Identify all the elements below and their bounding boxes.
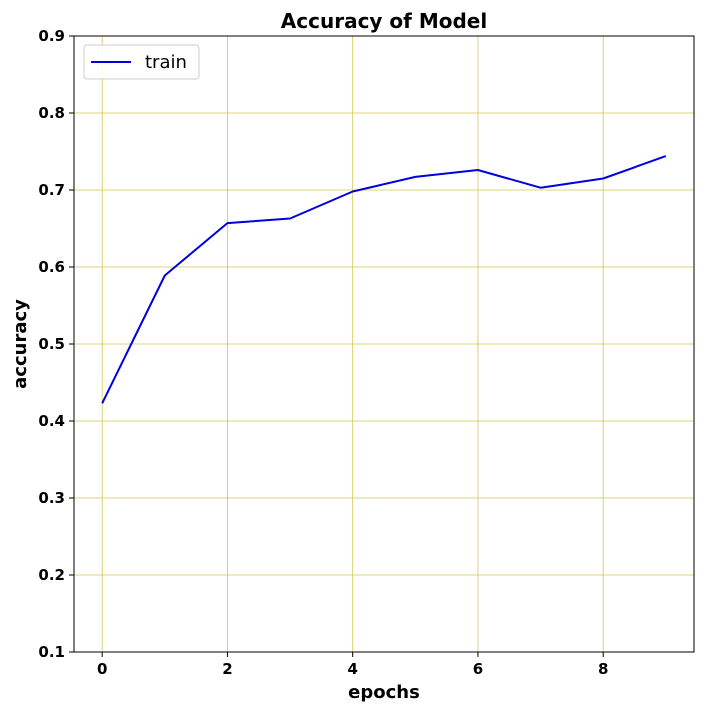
x-tick-label: 6 — [473, 660, 483, 678]
grid-lines — [74, 35, 694, 653]
x-ticks: 0 2 4 6 8 — [97, 652, 608, 678]
y-tick-label: 0.4 — [38, 412, 65, 430]
legend-label-train: train — [145, 52, 187, 73]
y-tick-label: 0.7 — [38, 181, 65, 199]
legend: train — [83, 44, 200, 80]
y-tick-label: 0.3 — [38, 489, 65, 507]
y-tick-label: 0.2 — [38, 566, 65, 584]
y-tick-label: 0.1 — [38, 643, 65, 661]
chart-title: Accuracy of Model — [281, 9, 487, 33]
x-tick-label: 8 — [598, 660, 608, 678]
y-tick-label: 0.6 — [38, 258, 65, 276]
series-line-train — [101, 155, 667, 404]
x-axis-label: epochs — [348, 682, 420, 703]
legend-box — [83, 44, 200, 80]
y-ticks: 0.1 0.2 0.3 0.4 0.5 0.6 0.7 0.8 0.9 — [38, 27, 74, 661]
x-tick-label: 4 — [347, 660, 357, 678]
y-tick-label: 0.5 — [38, 335, 65, 353]
y-axis-label: accuracy — [10, 299, 31, 389]
y-tick-label: 0.9 — [38, 27, 65, 45]
x-tick-label: 0 — [97, 660, 107, 678]
series-layer — [101, 155, 667, 404]
x-tick-label: 2 — [222, 660, 232, 678]
y-tick-label: 0.8 — [38, 104, 65, 122]
